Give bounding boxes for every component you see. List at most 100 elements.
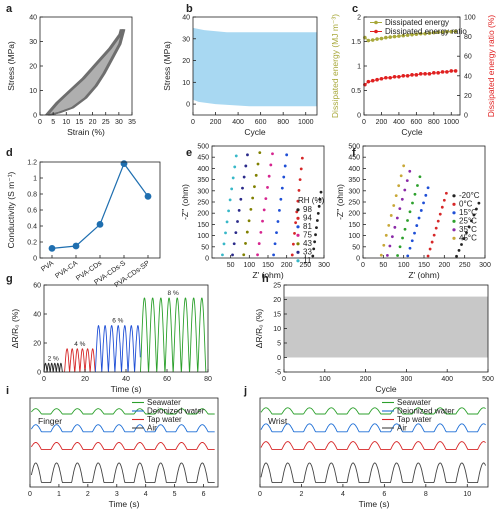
data-point	[370, 78, 375, 83]
data-point	[428, 247, 432, 251]
legend-entry: Tap water	[147, 415, 182, 424]
series-line	[364, 70, 456, 85]
legend-entry: 98	[303, 205, 312, 214]
legend-marker	[296, 225, 300, 229]
legend-marker	[296, 250, 300, 254]
legend-entry: Air	[397, 424, 407, 433]
data-point	[222, 242, 226, 246]
data-point	[401, 236, 404, 240]
y-tick-label-f: 200	[348, 211, 360, 218]
y-axis-label-c: Dissipated energy ratio (%)	[486, 15, 496, 118]
x-tick-label-a: 10	[62, 119, 70, 126]
data-point	[313, 240, 317, 244]
x-tick-label-c: 1000	[443, 119, 459, 126]
y-tick-label-c: 0.5	[351, 88, 361, 95]
y-tick-label-h: 5	[277, 341, 281, 348]
x-tick-label-g: 80	[204, 376, 212, 383]
data-point	[432, 30, 436, 35]
y-axis-label-b: Stress (MPa)	[162, 41, 172, 91]
data-point	[262, 208, 266, 212]
data-point	[423, 72, 427, 76]
data-point	[120, 160, 128, 168]
x-tick-label-i: 3	[115, 491, 119, 498]
y-tick-label-f: 50	[352, 244, 360, 251]
data-point	[405, 179, 409, 183]
data-point	[241, 186, 244, 190]
strain-label: 4 %	[74, 341, 85, 348]
data-point	[427, 72, 432, 76]
data-point	[386, 253, 389, 257]
y-tick-label-h: 20	[273, 297, 281, 304]
data-point	[410, 32, 414, 37]
y-tick-label-d: 0.4	[27, 224, 37, 231]
data-point	[405, 74, 410, 78]
data-point	[413, 231, 416, 235]
x-tick-label-i: 2	[86, 491, 90, 498]
y-tick-label-h: 10	[273, 326, 281, 333]
x-tick-label-b: 400	[232, 119, 244, 126]
panel-letter-c: c	[352, 3, 358, 15]
y-tick-label-a: 30	[29, 39, 37, 46]
data-point	[438, 212, 442, 216]
data-point	[410, 239, 414, 243]
data-point	[382, 243, 386, 247]
y-tick-label-c: 80	[464, 34, 472, 41]
x-tick-label-b: 1000	[298, 119, 314, 126]
x-tick-label-j: 0	[258, 491, 262, 498]
data-point	[276, 220, 280, 223]
data-point	[280, 186, 284, 190]
data-point	[261, 219, 264, 223]
conductivity-line	[51, 162, 149, 249]
data-point	[245, 230, 249, 234]
x-tick-label-f: 0	[361, 262, 365, 269]
y-axis-label-e: -Z'' (ohm)	[180, 184, 190, 220]
y-tick-label-f: 250	[348, 200, 360, 207]
y-tick-label-g: 20	[33, 341, 41, 348]
y-tick-label-d: 0	[33, 256, 37, 263]
legend-entry: 81	[303, 222, 312, 231]
data-point	[315, 226, 318, 230]
data-point	[432, 71, 436, 75]
data-point	[434, 226, 438, 230]
data-point	[293, 232, 296, 235]
data-point	[393, 225, 397, 229]
legend-marker	[452, 211, 456, 215]
data-point	[384, 75, 388, 80]
data-point	[231, 253, 234, 257]
legend-entry: Air	[147, 424, 157, 433]
data-point	[231, 176, 235, 180]
loading-curve	[45, 29, 121, 116]
data-point	[224, 231, 227, 235]
data-point	[317, 204, 321, 208]
data-point	[399, 174, 403, 178]
panel-letter-b: b	[186, 3, 193, 15]
data-point	[379, 36, 384, 41]
data-point	[300, 156, 304, 160]
y-tick-label-d: 1	[33, 176, 37, 183]
data-point	[398, 245, 402, 249]
data-point	[96, 221, 104, 228]
data-point	[436, 219, 440, 223]
y-tick-label-e: 400	[197, 166, 209, 173]
data-point	[311, 254, 315, 258]
series-line	[64, 348, 96, 373]
data-point	[366, 38, 371, 43]
y-tick-label-e: 250	[197, 200, 209, 207]
x-tick-label-h: 100	[319, 376, 331, 383]
legend-marker	[296, 242, 300, 246]
x-tick-label-j: 4	[341, 491, 345, 498]
x-tick-label-f: 200	[438, 262, 450, 269]
x-tick-label-j: 6	[382, 491, 386, 498]
y-tick-label-f: 450	[348, 155, 360, 162]
x-axis-label-e: Z' (ohm)	[252, 270, 284, 280]
x-tick-label-c: 200	[376, 119, 388, 126]
y-tick-label-c: 20	[464, 93, 472, 100]
series-line	[31, 408, 215, 415]
data-point	[246, 153, 249, 157]
data-point	[408, 210, 412, 214]
data-point	[403, 188, 407, 192]
axes-frame-i	[29, 397, 219, 488]
x-tick-label-a: 20	[89, 119, 97, 126]
x-tick-label-h: 200	[360, 376, 372, 383]
x-axis-label-a: Strain (%)	[67, 127, 105, 137]
